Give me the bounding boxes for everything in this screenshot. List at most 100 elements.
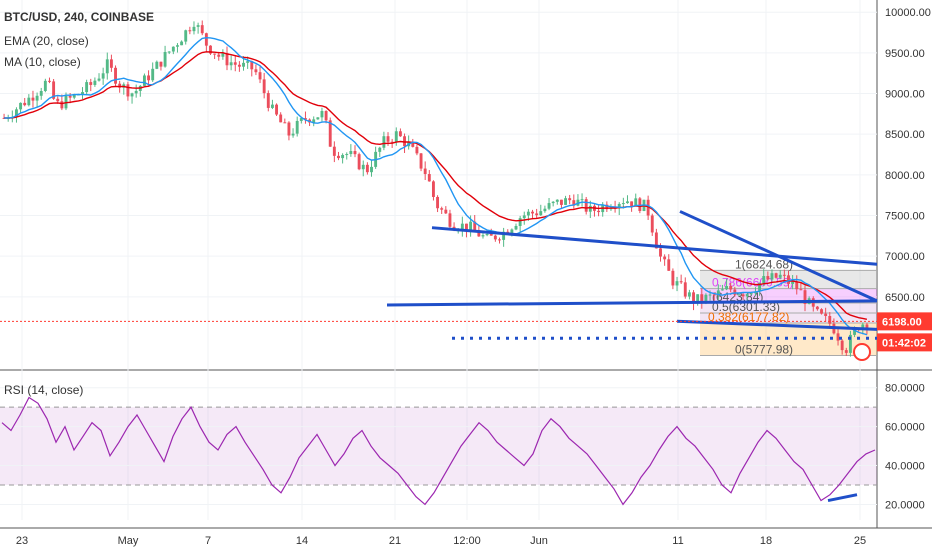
- ema-label: EMA (20, close): [4, 34, 89, 48]
- candle-body: [861, 324, 865, 330]
- candle-body: [266, 93, 270, 108]
- candle-body: [304, 118, 307, 120]
- candle-body: [683, 282, 687, 297]
- candle-body: [279, 114, 283, 123]
- candle-body: [564, 198, 567, 205]
- candle-body: [675, 281, 679, 286]
- rsi-band: [0, 407, 877, 485]
- candle-body: [634, 198, 638, 207]
- trend-line: [679, 210, 878, 303]
- candle-body: [716, 290, 720, 295]
- candle-body: [126, 84, 130, 97]
- candle-body: [114, 67, 117, 84]
- candle-body: [543, 208, 547, 212]
- candle-body: [547, 203, 551, 209]
- candle-body: [15, 109, 18, 117]
- candle-body: [188, 30, 192, 32]
- candle-body: [498, 239, 501, 241]
- price-tick-label: 9000.00: [885, 89, 925, 101]
- candle-body: [485, 233, 489, 236]
- candle-body: [820, 309, 823, 314]
- candle-body: [704, 294, 708, 302]
- candle-body: [782, 274, 786, 276]
- candle-body: [473, 221, 477, 231]
- price-tick-label: 9500.00: [885, 48, 925, 60]
- candle-body: [295, 120, 299, 134]
- candle-body: [85, 82, 89, 93]
- candle-body: [588, 205, 592, 212]
- candle-body: [853, 328, 856, 335]
- candle-body: [204, 33, 208, 46]
- candle-body: [56, 98, 60, 102]
- ema-line: [4, 51, 868, 320]
- candle-body: [597, 210, 601, 213]
- candle-body: [382, 136, 386, 148]
- candle-body: [109, 59, 113, 68]
- candle-body: [526, 211, 530, 216]
- candle-body: [312, 119, 316, 123]
- candle-body: [81, 92, 84, 95]
- candle-body: [865, 324, 869, 328]
- candle-body: [535, 213, 539, 216]
- candle-body: [31, 97, 35, 101]
- candle-body: [365, 164, 369, 173]
- time-tick-label: 23: [16, 535, 28, 547]
- candle-body: [758, 283, 762, 292]
- candle-body: [378, 147, 382, 152]
- candle-body: [737, 294, 741, 296]
- event-flag-icon: [853, 343, 871, 361]
- time-tick-label: 7: [205, 535, 211, 547]
- candle-body: [171, 46, 175, 52]
- candle-body: [708, 294, 712, 296]
- rsi-tick-label: 60.0000: [885, 422, 925, 434]
- candle-body: [332, 146, 336, 156]
- candle-body: [745, 294, 749, 297]
- candle-body: [840, 340, 844, 351]
- candle-body: [72, 94, 76, 98]
- rsi-tick-label: 80.0000: [885, 383, 925, 395]
- candle-body: [118, 83, 122, 88]
- candle-body: [828, 315, 832, 324]
- rsi-trend-line: [827, 493, 858, 503]
- candle-body: [531, 211, 534, 214]
- candle-body: [147, 75, 151, 81]
- candle-body: [142, 75, 146, 86]
- trend-line: [676, 319, 878, 331]
- candle-body: [514, 225, 518, 230]
- candle-body: [555, 199, 559, 202]
- candle-body: [35, 95, 39, 101]
- candle-body: [803, 290, 807, 304]
- candle-body: [572, 200, 576, 206]
- trend-line: [386, 299, 878, 307]
- candle-body: [242, 62, 245, 67]
- candle-body: [502, 231, 506, 240]
- candle-body: [787, 275, 790, 284]
- time-tick-label: 14: [296, 535, 308, 547]
- candle-body: [836, 333, 840, 341]
- candle-body: [650, 215, 654, 233]
- candle-body: [167, 51, 171, 53]
- candle-body: [291, 133, 295, 136]
- candle-body: [155, 61, 159, 69]
- candle-body: [431, 181, 435, 197]
- candle-body: [176, 45, 179, 47]
- candle-body: [815, 306, 819, 310]
- candle-body: [27, 97, 31, 106]
- candle-body: [733, 289, 737, 295]
- candle-body: [440, 208, 444, 210]
- candle-body: [345, 154, 349, 156]
- candle-body: [481, 235, 485, 237]
- candle-body: [423, 168, 427, 175]
- time-tick-label: 21: [389, 535, 401, 547]
- fib-level-label: 0.382(6177.82): [708, 310, 789, 324]
- candle-body: [729, 286, 733, 290]
- candle-body: [357, 154, 361, 170]
- rsi-tick-label: 40.0000: [885, 461, 925, 473]
- candle-body: [762, 276, 766, 284]
- candle-body: [477, 230, 481, 237]
- candle-body: [679, 281, 683, 283]
- candle-body: [770, 273, 774, 280]
- candle-body: [584, 199, 588, 212]
- candle-body: [229, 62, 233, 66]
